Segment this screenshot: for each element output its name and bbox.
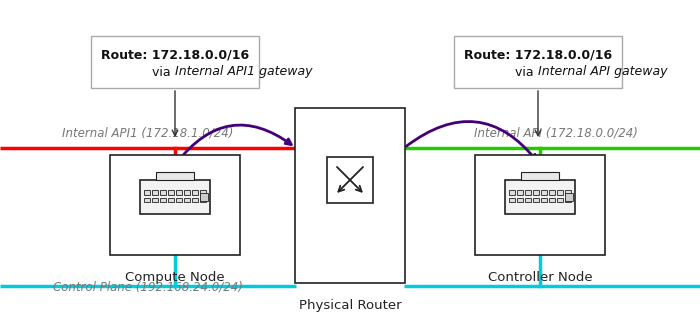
FancyBboxPatch shape <box>200 193 208 201</box>
Text: Route: 172.18.0.0/16: Route: 172.18.0.0/16 <box>101 49 249 61</box>
FancyBboxPatch shape <box>557 197 563 202</box>
FancyBboxPatch shape <box>160 197 166 202</box>
Text: Compute Node: Compute Node <box>125 271 225 284</box>
FancyBboxPatch shape <box>550 197 554 202</box>
Text: Route: 172.18.0.0/16: Route: 172.18.0.0/16 <box>464 49 612 61</box>
FancyBboxPatch shape <box>140 180 210 214</box>
FancyArrowPatch shape <box>176 125 291 163</box>
FancyBboxPatch shape <box>525 190 531 195</box>
FancyBboxPatch shape <box>91 36 259 88</box>
FancyBboxPatch shape <box>505 180 575 214</box>
FancyBboxPatch shape <box>454 36 622 88</box>
FancyBboxPatch shape <box>525 197 531 202</box>
FancyBboxPatch shape <box>295 108 405 283</box>
FancyBboxPatch shape <box>541 197 547 202</box>
FancyBboxPatch shape <box>168 197 174 202</box>
FancyBboxPatch shape <box>565 193 573 201</box>
FancyBboxPatch shape <box>184 197 190 202</box>
Text: Internal API1 (172.18.1.0/24): Internal API1 (172.18.1.0/24) <box>62 127 234 140</box>
FancyBboxPatch shape <box>521 172 559 180</box>
FancyBboxPatch shape <box>557 190 563 195</box>
FancyBboxPatch shape <box>510 197 514 202</box>
FancyBboxPatch shape <box>475 155 605 255</box>
FancyBboxPatch shape <box>533 197 539 202</box>
Text: Internal API gateway: Internal API gateway <box>538 66 668 78</box>
FancyBboxPatch shape <box>327 157 373 203</box>
FancyBboxPatch shape <box>510 190 514 195</box>
FancyBboxPatch shape <box>176 190 182 195</box>
Text: Internal API1 gateway: Internal API1 gateway <box>175 66 312 78</box>
FancyBboxPatch shape <box>550 190 554 195</box>
FancyBboxPatch shape <box>193 197 197 202</box>
FancyBboxPatch shape <box>144 197 150 202</box>
Text: Controller Node: Controller Node <box>488 271 592 284</box>
FancyBboxPatch shape <box>176 197 182 202</box>
Text: via: via <box>515 66 538 78</box>
FancyBboxPatch shape <box>155 172 195 180</box>
Text: Internal API (172.18.0.0/24): Internal API (172.18.0.0/24) <box>474 127 638 140</box>
FancyBboxPatch shape <box>168 190 174 195</box>
Text: Control Plane (192.168.24.0/24): Control Plane (192.168.24.0/24) <box>53 281 243 294</box>
FancyArrowPatch shape <box>406 122 536 160</box>
FancyBboxPatch shape <box>144 190 150 195</box>
FancyBboxPatch shape <box>200 197 206 202</box>
Text: Physical Router: Physical Router <box>299 299 401 311</box>
FancyBboxPatch shape <box>517 190 523 195</box>
FancyBboxPatch shape <box>566 197 570 202</box>
FancyBboxPatch shape <box>566 190 570 195</box>
FancyBboxPatch shape <box>160 190 166 195</box>
FancyBboxPatch shape <box>200 190 206 195</box>
FancyBboxPatch shape <box>193 190 197 195</box>
FancyBboxPatch shape <box>184 190 190 195</box>
FancyBboxPatch shape <box>110 155 240 255</box>
FancyBboxPatch shape <box>153 197 158 202</box>
FancyBboxPatch shape <box>517 197 523 202</box>
FancyBboxPatch shape <box>533 190 539 195</box>
Text: via: via <box>153 66 175 78</box>
FancyBboxPatch shape <box>153 190 158 195</box>
FancyBboxPatch shape <box>541 190 547 195</box>
